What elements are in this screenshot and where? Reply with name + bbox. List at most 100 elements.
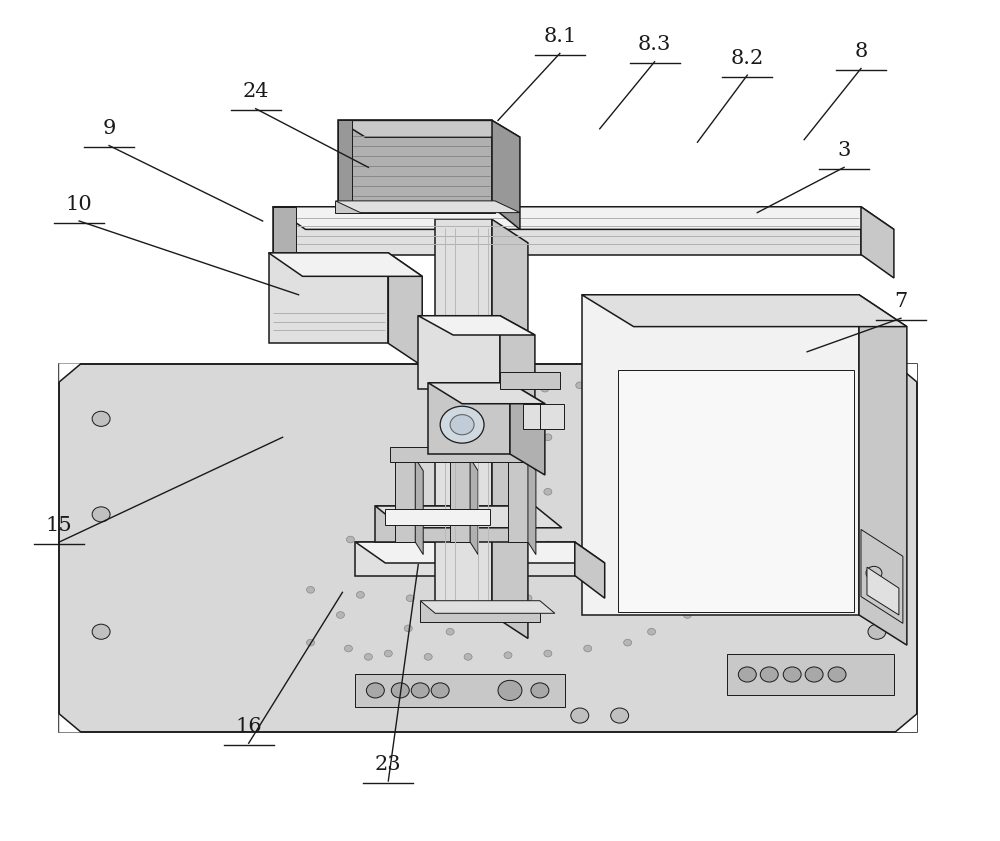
Polygon shape (500, 372, 560, 389)
Circle shape (92, 624, 110, 639)
Polygon shape (528, 458, 536, 554)
Circle shape (364, 653, 372, 660)
Circle shape (634, 583, 642, 590)
Circle shape (611, 708, 629, 723)
Circle shape (614, 427, 622, 434)
Circle shape (440, 406, 484, 443)
Text: 16: 16 (235, 717, 262, 736)
Circle shape (664, 474, 672, 481)
Circle shape (544, 650, 552, 657)
Polygon shape (338, 120, 492, 207)
Circle shape (571, 708, 589, 723)
Circle shape (424, 653, 432, 660)
Text: 24: 24 (242, 82, 269, 102)
Circle shape (683, 611, 691, 618)
Circle shape (307, 639, 315, 646)
Polygon shape (895, 714, 917, 733)
Circle shape (92, 507, 110, 522)
Circle shape (541, 385, 549, 392)
Text: 23: 23 (375, 754, 402, 774)
Polygon shape (582, 294, 859, 615)
Polygon shape (338, 120, 520, 137)
Polygon shape (727, 653, 894, 696)
Polygon shape (390, 447, 530, 463)
Text: 9: 9 (102, 119, 116, 138)
Text: 7: 7 (894, 292, 908, 311)
Circle shape (531, 683, 549, 698)
Circle shape (524, 595, 532, 601)
Circle shape (738, 667, 756, 682)
Circle shape (307, 586, 315, 593)
Circle shape (336, 611, 344, 618)
Polygon shape (355, 674, 565, 707)
Circle shape (464, 597, 472, 604)
Polygon shape (395, 458, 415, 542)
Circle shape (805, 667, 823, 682)
Circle shape (783, 667, 801, 682)
Polygon shape (575, 542, 605, 598)
Circle shape (406, 595, 414, 601)
Polygon shape (500, 315, 535, 408)
Circle shape (384, 650, 392, 657)
Polygon shape (273, 207, 861, 255)
Circle shape (474, 436, 482, 442)
Polygon shape (375, 506, 535, 542)
Circle shape (868, 411, 886, 426)
Circle shape (576, 382, 584, 389)
Text: 8.2: 8.2 (731, 49, 764, 68)
Circle shape (664, 528, 672, 535)
Polygon shape (59, 363, 917, 733)
Polygon shape (859, 294, 907, 645)
Polygon shape (338, 120, 352, 207)
Polygon shape (418, 315, 500, 389)
Polygon shape (867, 567, 899, 615)
Polygon shape (420, 600, 540, 621)
Polygon shape (510, 383, 545, 475)
Polygon shape (523, 404, 547, 429)
Circle shape (498, 680, 522, 701)
Polygon shape (582, 294, 907, 326)
Polygon shape (861, 207, 894, 278)
Polygon shape (428, 383, 510, 454)
Circle shape (474, 491, 482, 498)
Polygon shape (418, 315, 535, 335)
Circle shape (828, 667, 846, 682)
Circle shape (584, 589, 592, 595)
Polygon shape (355, 542, 575, 575)
Circle shape (584, 645, 592, 652)
Polygon shape (59, 363, 81, 382)
Polygon shape (470, 458, 478, 554)
Polygon shape (540, 404, 564, 429)
Polygon shape (385, 509, 490, 526)
Polygon shape (420, 600, 555, 613)
Circle shape (406, 486, 414, 493)
Circle shape (544, 489, 552, 495)
Polygon shape (895, 363, 917, 382)
Text: 8.3: 8.3 (638, 35, 671, 55)
Polygon shape (508, 458, 528, 542)
Circle shape (92, 411, 110, 426)
Polygon shape (335, 201, 520, 213)
Circle shape (868, 507, 886, 522)
Circle shape (504, 652, 512, 659)
Polygon shape (428, 383, 545, 404)
Polygon shape (492, 120, 520, 230)
Circle shape (760, 667, 778, 682)
Text: 8: 8 (854, 42, 868, 61)
Text: 3: 3 (837, 141, 851, 160)
Polygon shape (861, 530, 903, 623)
Polygon shape (375, 506, 562, 528)
Circle shape (391, 683, 409, 698)
Circle shape (344, 645, 352, 652)
Circle shape (406, 542, 414, 547)
Polygon shape (269, 253, 388, 343)
Polygon shape (435, 220, 492, 615)
Polygon shape (388, 253, 422, 366)
Circle shape (648, 628, 656, 635)
Circle shape (346, 537, 354, 543)
Circle shape (544, 434, 552, 441)
Polygon shape (273, 207, 296, 255)
Circle shape (868, 624, 886, 639)
Text: 15: 15 (46, 516, 73, 535)
Circle shape (411, 683, 429, 698)
